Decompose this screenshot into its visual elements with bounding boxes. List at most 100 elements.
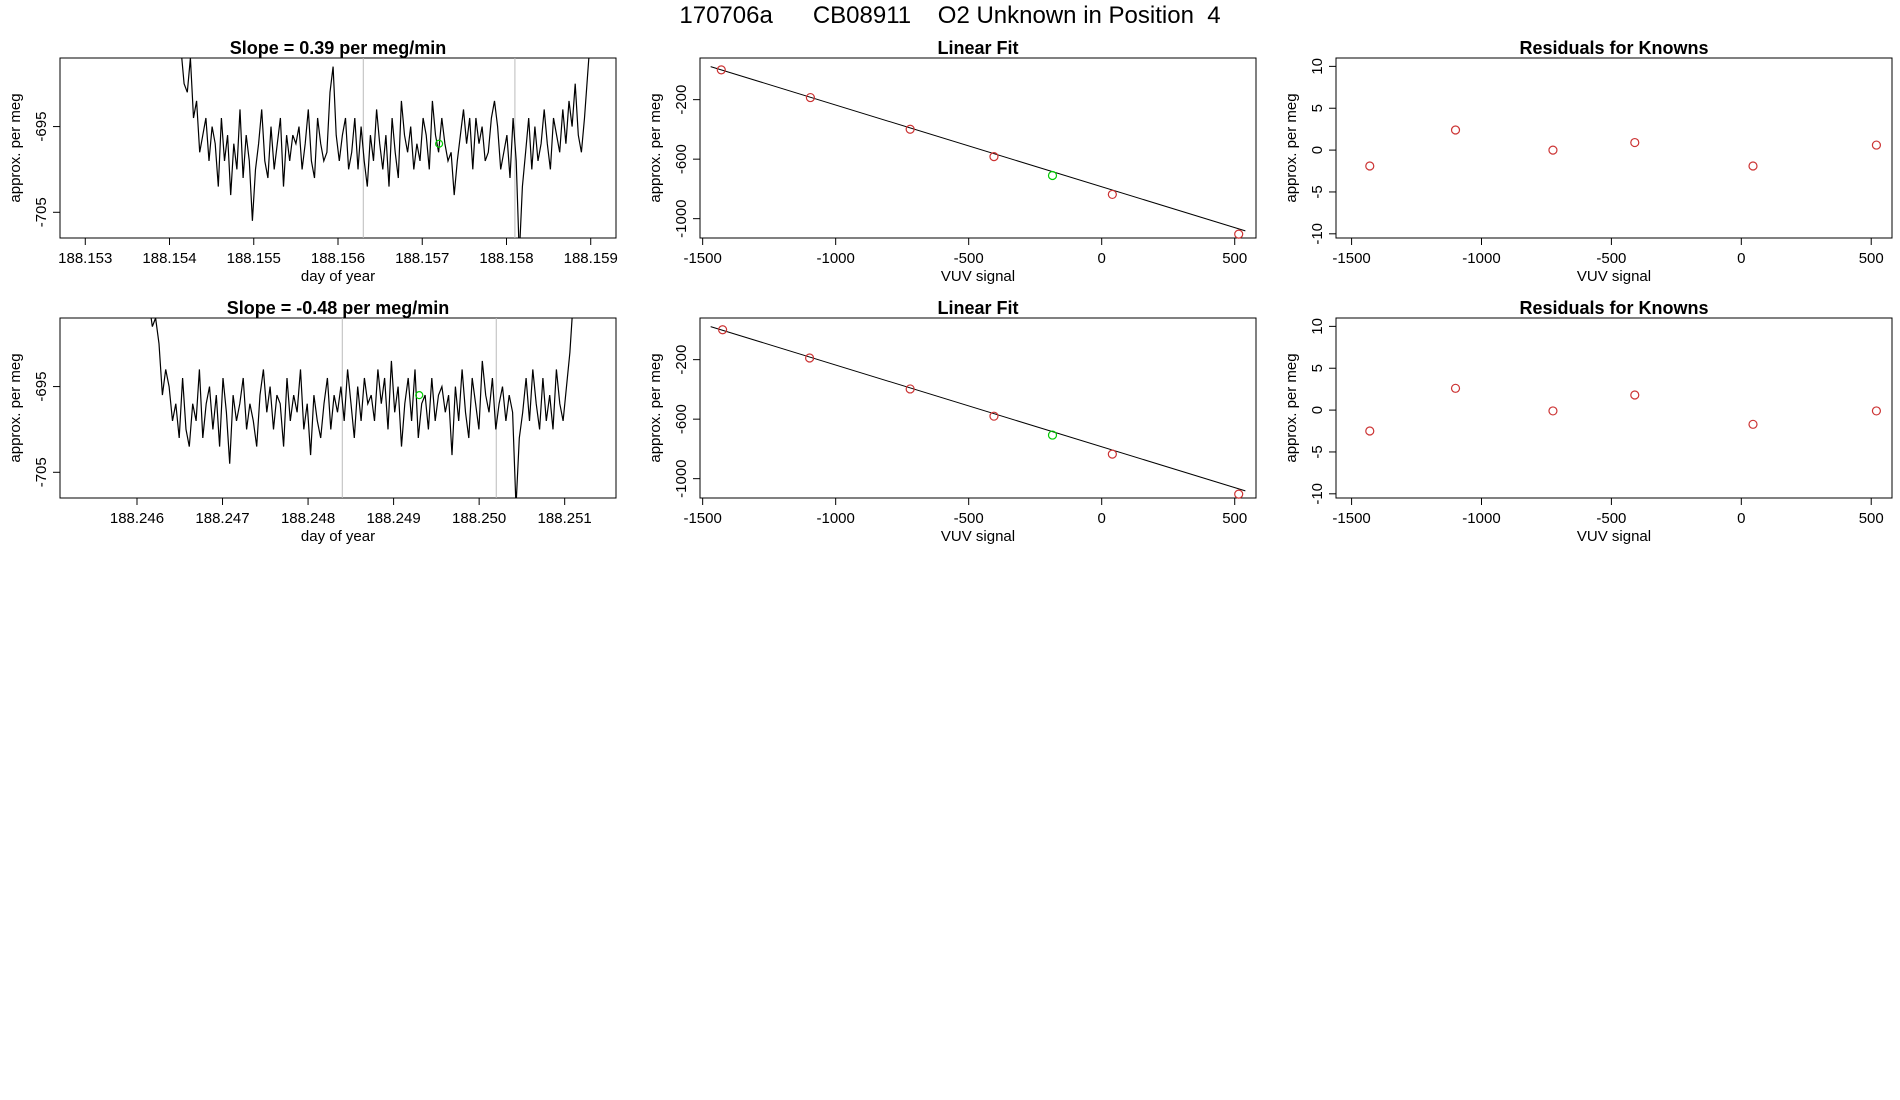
x-tick-label: 0 bbox=[1737, 250, 1745, 267]
data-point bbox=[1548, 406, 1558, 416]
x-axis-label: VUV signal bbox=[941, 268, 1015, 285]
data-point bbox=[1630, 390, 1640, 400]
y-tick-label: -600 bbox=[673, 144, 690, 174]
x-tick-label: 188.249 bbox=[366, 510, 420, 527]
x-tick-label: -1000 bbox=[1462, 250, 1500, 267]
x-tick-label: 188.153 bbox=[58, 250, 112, 267]
data-point bbox=[805, 92, 816, 103]
data-point bbox=[989, 411, 999, 421]
plot-title: Residuals for Knowns bbox=[1519, 298, 1708, 318]
y-tick-label: 0 bbox=[1309, 406, 1326, 414]
y-tick-label: -705 bbox=[33, 197, 50, 227]
series-line bbox=[150, 318, 573, 498]
unknown-marker bbox=[434, 139, 444, 148]
x-tick-label: 188.246 bbox=[110, 510, 164, 527]
y-tick-label: -705 bbox=[33, 457, 50, 487]
data-point bbox=[905, 384, 915, 394]
y-tick-label: -5 bbox=[1309, 185, 1326, 198]
data-point bbox=[718, 325, 728, 335]
y-tick-label: -200 bbox=[673, 345, 690, 375]
y-tick-label: -5 bbox=[1309, 445, 1326, 458]
x-tick-label: 500 bbox=[1222, 510, 1247, 527]
data-point bbox=[1234, 489, 1244, 499]
y-tick-label: -10 bbox=[1309, 223, 1326, 245]
plot-title: Slope = -0.48 per meg/min bbox=[227, 298, 450, 318]
plot-frame bbox=[1335, 317, 1893, 499]
y-tick-label: -695 bbox=[33, 112, 50, 142]
plot-frame bbox=[699, 57, 1257, 239]
x-tick-label: -500 bbox=[1596, 510, 1626, 527]
x-tick-label: 188.155 bbox=[227, 250, 281, 267]
unknown-point bbox=[1047, 170, 1058, 181]
plot-title: Linear Fit bbox=[937, 38, 1018, 58]
plot-title: Slope = 0.39 per meg/min bbox=[230, 38, 447, 58]
data-point bbox=[805, 353, 815, 363]
data-point bbox=[1871, 406, 1882, 416]
y-tick-label: -1000 bbox=[673, 459, 690, 497]
fit-line bbox=[710, 66, 1246, 232]
plot-frame bbox=[59, 317, 617, 499]
data-point bbox=[1107, 189, 1117, 200]
x-tick-label: 188.250 bbox=[452, 510, 506, 527]
x-tick-label: -1000 bbox=[1462, 510, 1500, 527]
x-axis-label: VUV signal bbox=[1577, 528, 1651, 545]
x-tick-label: -1500 bbox=[683, 250, 721, 267]
x-tick-label: -1000 bbox=[816, 510, 854, 527]
y-tick-label: -600 bbox=[673, 404, 690, 434]
plot-title: Residuals for Knowns bbox=[1519, 38, 1708, 58]
y-axis-label: approx. per meg bbox=[7, 93, 24, 202]
data-point bbox=[905, 124, 915, 134]
y-tick-label: 10 bbox=[1309, 318, 1326, 335]
data-point bbox=[1748, 161, 1758, 171]
x-tick-label: -1500 bbox=[1332, 510, 1370, 527]
x-tick-label: 500 bbox=[1859, 510, 1884, 527]
plot-title: Linear Fit bbox=[937, 298, 1018, 318]
data-point bbox=[1365, 426, 1375, 436]
x-tick-label: 188.248 bbox=[281, 510, 335, 527]
x-tick-label: 188.156 bbox=[311, 250, 365, 267]
y-tick-label: -1000 bbox=[673, 199, 690, 237]
x-tick-label: 188.154 bbox=[142, 250, 196, 267]
x-tick-label: -1500 bbox=[683, 510, 721, 527]
x-tick-label: -1000 bbox=[816, 250, 854, 267]
x-axis-label: VUV signal bbox=[941, 528, 1015, 545]
data-point bbox=[1450, 125, 1461, 135]
fit-line bbox=[710, 326, 1246, 492]
y-axis-label: approx. per meg bbox=[647, 353, 664, 462]
data-point bbox=[1450, 383, 1461, 393]
y-axis-label: approx. per meg bbox=[647, 93, 664, 202]
data-point bbox=[1630, 137, 1640, 148]
data-point bbox=[1871, 140, 1882, 150]
data-point bbox=[1365, 161, 1375, 171]
y-tick-label: -10 bbox=[1309, 483, 1326, 505]
plot-frame bbox=[699, 317, 1257, 499]
y-tick-label: 0 bbox=[1309, 146, 1326, 154]
series-line bbox=[181, 58, 590, 238]
data-point bbox=[1548, 145, 1558, 155]
y-tick-label: 5 bbox=[1309, 364, 1326, 372]
data-point bbox=[1234, 229, 1244, 239]
data-point bbox=[716, 65, 726, 75]
page-title: 170706a CB08911 O2 Unknown in Position 4 bbox=[679, 2, 1221, 29]
x-tick-label: 188.251 bbox=[538, 510, 592, 527]
x-tick-label: 0 bbox=[1098, 510, 1106, 527]
x-axis-label: VUV signal bbox=[1577, 268, 1651, 285]
x-tick-label: 188.157 bbox=[395, 250, 449, 267]
y-tick-label: -200 bbox=[673, 85, 690, 115]
x-tick-label: 188.247 bbox=[195, 510, 249, 527]
x-tick-label: 0 bbox=[1098, 250, 1106, 267]
x-axis-label: day of year bbox=[301, 528, 375, 545]
y-axis-label: approx. per meg bbox=[1283, 93, 1300, 202]
unknown-point bbox=[1047, 430, 1058, 440]
x-tick-label: 500 bbox=[1222, 250, 1247, 267]
y-tick-label: 5 bbox=[1309, 104, 1326, 112]
y-axis-label: approx. per meg bbox=[7, 353, 24, 462]
x-tick-label: 0 bbox=[1737, 510, 1745, 527]
x-tick-label: 188.158 bbox=[479, 250, 533, 267]
y-axis-label: approx. per meg bbox=[1283, 353, 1300, 462]
x-tick-label: -500 bbox=[954, 510, 984, 527]
x-tick-label: 500 bbox=[1859, 250, 1884, 267]
data-point bbox=[1748, 419, 1758, 429]
y-tick-label: 10 bbox=[1309, 58, 1326, 75]
